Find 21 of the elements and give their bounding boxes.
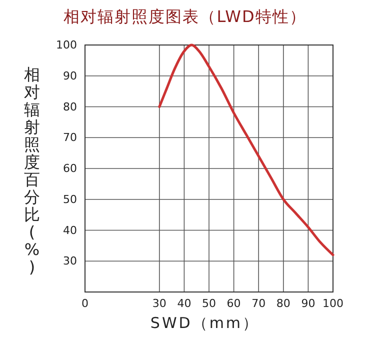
line-series — [158, 44, 334, 256]
chart-title: 相对辐射照度图表（LWD特性） — [64, 7, 306, 26]
x-tick-label: 50 — [202, 296, 216, 310]
y-tick-label: 40 — [63, 224, 77, 237]
x-tick-label: 30 — [152, 296, 166, 310]
x-tick-label: 70 — [252, 296, 266, 310]
text: 相对辐射照度百分比(%) — [24, 65, 40, 276]
y-tick-label: 80 — [63, 100, 77, 114]
y-tick-label: 90 — [63, 69, 77, 82]
y-tick-label: 70 — [63, 131, 77, 144]
y-tick-label: 60 — [63, 162, 77, 176]
y-tick-label: 30 — [63, 254, 77, 268]
x-tick-label: 80 — [276, 296, 290, 310]
x-tick-label: 40 — [177, 296, 192, 310]
y-tick-label: 50 — [63, 192, 77, 206]
x-tick-label: 0 — [82, 296, 88, 310]
y-tick-label: 100 — [56, 38, 77, 52]
x-axis-title: SWD（mm） — [150, 314, 260, 332]
x-tick-label: 60 — [226, 296, 241, 310]
x-tick-label: 100 — [322, 296, 344, 310]
x-tick-label: 90 — [301, 296, 316, 310]
